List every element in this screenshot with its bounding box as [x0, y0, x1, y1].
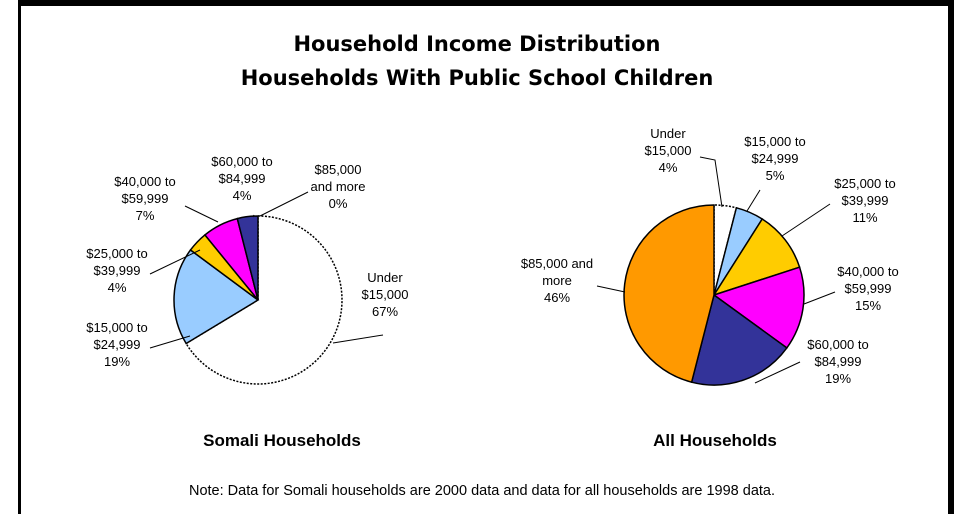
pie-chart-somali: Under $15,000 67% $15,000 to $24,999 19% $25,0…	[86, 154, 409, 385]
pie-slice-somali-60-000-to-84-999	[236, 215, 259, 301]
slice-label-all-60-000-to-84-999: $60,000 to $84,999 19%	[807, 337, 868, 386]
pie-slice-all-60-000-to-84-999	[690, 293, 788, 386]
leader-line-somali-85-000-and-more	[259, 191, 309, 217]
slice-label-somali-85-000-and-more: $85,000 and more 0%	[311, 162, 366, 211]
leader-line-all-15-000-to-24-999	[746, 189, 761, 212]
pie-slice-all-40-000-to-59-999	[712, 266, 805, 349]
chart-title-line1: Household Income Distribution	[293, 32, 661, 56]
leader-line-all-25-000-to-39-999	[781, 203, 831, 237]
slice-label-somali-40-000-to-59-999: $40,000 to $59,999 7%	[114, 174, 175, 223]
slice-label-somali-under-15-000: Under $15,000 67%	[362, 270, 409, 319]
leader-line-somali-60-000-to-84-999	[252, 214, 255, 218]
frame-border-left	[18, 0, 21, 514]
slice-label-somali-60-000-to-84-999: $60,000 to $84,999 4%	[211, 154, 272, 203]
leader-line-all-40-000-to-59-999	[803, 291, 836, 305]
leader-line-somali-under-15-000	[332, 334, 384, 344]
leader-line-all-under-15-000	[699, 156, 723, 208]
slice-label-somali-15-000-to-24-999: $15,000 to $24,999 19%	[86, 320, 147, 369]
pie-slice-somali-under-15-000	[185, 215, 343, 385]
slice-label-all-85-000-and-more: $85,000 and more 46%	[521, 256, 593, 305]
leader-line-somali-15-000-to-24-999	[149, 335, 191, 349]
slice-label-all-15-000-to-24-999: $15,000 to $24,999 5%	[744, 134, 805, 183]
leader-line-all-60-000-to-84-999	[754, 361, 801, 384]
footnote: Note: Data for Somali households are 200…	[189, 483, 775, 499]
leader-line-somali-25-000-to-39-999	[149, 249, 201, 275]
pie-chart-all: Under $15,000 4% $15,000 to $24,999 5% $25,000…	[521, 126, 899, 386]
frame-border-top	[18, 0, 954, 6]
slice-label-all-25-000-to-39-999: $25,000 to $39,999 11%	[834, 176, 895, 225]
pie-slice-somali-15-000-to-24-999	[173, 248, 260, 345]
frame-border-right	[948, 0, 954, 514]
pie-title-all: All Households	[653, 431, 777, 450]
pie-slice-all-85-000-and-more	[623, 204, 715, 384]
pie-title-somali: Somali Households	[203, 431, 361, 450]
slice-label-somali-25-000-to-39-999: $25,000 to $39,999 4%	[86, 246, 147, 295]
chart-title-line2: Households With Public School Children	[240, 66, 714, 90]
slice-label-all-40-000-to-59-999: $40,000 to $59,999 15%	[837, 264, 898, 313]
leader-line-all-85-000-and-more	[596, 285, 626, 293]
slice-label-all-under-15-000: Under $15,000 4%	[645, 126, 692, 175]
leader-line-somali-40-000-to-59-999	[184, 205, 219, 223]
